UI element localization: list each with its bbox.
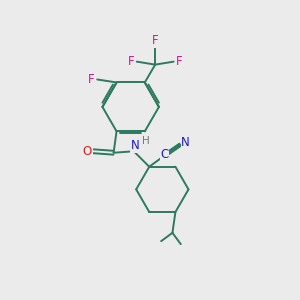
Text: F: F bbox=[87, 73, 94, 86]
Text: F: F bbox=[176, 55, 183, 68]
Text: H: H bbox=[142, 136, 150, 146]
Text: N: N bbox=[181, 136, 190, 149]
Text: O: O bbox=[83, 145, 92, 158]
Text: N: N bbox=[131, 140, 140, 152]
Text: F: F bbox=[152, 34, 158, 47]
Text: F: F bbox=[128, 55, 134, 68]
Text: C: C bbox=[160, 148, 169, 161]
